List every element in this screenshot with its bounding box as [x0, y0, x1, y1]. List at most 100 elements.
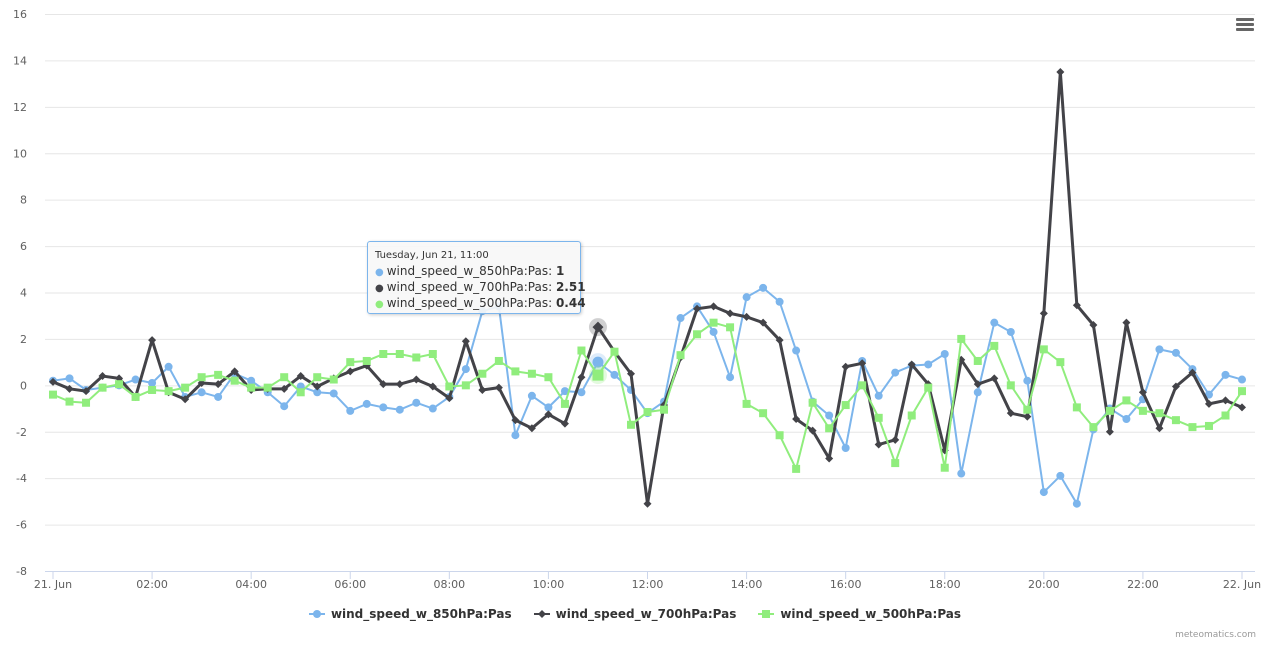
data-point	[592, 356, 604, 368]
tooltip-row-500: ● wind_speed_w_500hPa:Pas: 0.44	[375, 296, 586, 312]
data-point	[65, 397, 74, 406]
data-point	[726, 323, 735, 332]
data-point	[1039, 309, 1048, 318]
data-point	[1204, 421, 1213, 430]
data-point	[428, 350, 437, 359]
legend-item-850[interactable]: wind_speed_w_850hPa:Pas	[308, 607, 512, 621]
data-point	[230, 376, 239, 385]
data-point	[808, 426, 817, 435]
x-tick-label: 14:00	[731, 578, 763, 591]
data-point	[990, 374, 999, 383]
data-point	[610, 347, 619, 356]
x-tick-label: 21. Jun	[34, 578, 72, 591]
x-tick-label: 18:00	[929, 578, 961, 591]
data-point	[841, 443, 850, 452]
data-point	[759, 318, 768, 327]
data-point	[1188, 368, 1197, 377]
data-point	[924, 383, 933, 392]
credits-link[interactable]: meteomatics.com	[1175, 630, 1256, 640]
data-point	[49, 377, 57, 386]
data-point	[379, 350, 388, 359]
data-point	[1138, 388, 1147, 397]
data-point	[478, 369, 487, 378]
x-tick-label: 08:00	[433, 578, 465, 591]
data-point	[858, 359, 867, 368]
y-tick-label: 2	[20, 333, 27, 346]
data-point	[709, 302, 718, 311]
data-point	[1006, 381, 1015, 390]
data-point	[990, 341, 999, 350]
data-point	[412, 398, 421, 407]
data-point	[115, 380, 124, 389]
x-tick-label: 02:00	[136, 578, 168, 591]
tooltip-label: wind_speed_w_500hPa:Pas:	[386, 296, 556, 310]
data-point	[1238, 387, 1246, 396]
data-point	[1039, 345, 1048, 354]
data-point	[346, 367, 355, 376]
data-point	[693, 330, 702, 339]
data-point	[197, 388, 206, 397]
data-point	[131, 375, 140, 384]
data-point	[693, 304, 702, 313]
data-point	[577, 373, 586, 382]
data-point	[329, 389, 338, 398]
data-point	[1023, 412, 1032, 421]
series-wind_speed_w_700hPa:Pas	[49, 68, 1246, 508]
data-point	[82, 387, 91, 396]
data-point	[346, 358, 355, 367]
data-point	[874, 391, 883, 400]
data-point	[412, 375, 421, 384]
data-point	[759, 283, 768, 292]
series-line	[52, 321, 1243, 470]
data-point	[874, 413, 883, 422]
hamburger-menu-icon[interactable]	[1236, 18, 1254, 34]
series-line	[52, 286, 1243, 505]
data-point	[65, 374, 74, 383]
data-point	[181, 395, 190, 404]
data-point	[313, 382, 322, 391]
data-point	[280, 402, 289, 411]
tooltip-value: 0.44	[555, 296, 586, 310]
data-point	[643, 499, 652, 508]
legend-item-700[interactable]: wind_speed_w_700hPa:Pas	[533, 607, 736, 621]
data-point	[511, 431, 520, 440]
data-point	[759, 409, 768, 418]
legend: wind_speed_w_850hPa:Pas wind_speed_w_700…	[0, 607, 1270, 621]
data-point	[957, 334, 966, 343]
data-point	[214, 380, 223, 389]
tooltip-row-700: ● wind_speed_w_700hPa:Pas: 2.51	[375, 280, 586, 296]
y-tick-label: 12	[13, 101, 27, 114]
data-point	[247, 383, 256, 392]
data-point	[1023, 376, 1032, 385]
y-tick-label: -4	[16, 472, 27, 485]
data-point	[560, 387, 569, 396]
data-point	[775, 336, 784, 345]
data-point	[230, 367, 239, 376]
data-point	[164, 387, 173, 396]
data-point	[461, 337, 470, 346]
data-point	[1105, 427, 1114, 436]
data-point	[775, 297, 784, 306]
y-tick-label: 16	[13, 8, 27, 21]
data-point	[1204, 399, 1213, 408]
data-point	[1006, 327, 1015, 336]
legend-item-500[interactable]: wind_speed_w_500hPa:Pas	[758, 607, 961, 621]
data-point	[676, 351, 685, 360]
data-point	[1221, 411, 1230, 420]
data-point	[1171, 416, 1180, 425]
data-point	[1006, 409, 1015, 418]
data-point	[742, 312, 751, 321]
square-marker-icon	[758, 610, 775, 618]
tooltip-value: 2.51	[555, 280, 586, 294]
data-point	[1122, 318, 1131, 327]
y-tick-label: 10	[13, 147, 27, 160]
data-point	[362, 399, 371, 408]
data-point	[973, 380, 982, 389]
data-point	[214, 392, 223, 401]
data-point	[1056, 471, 1065, 480]
data-point	[445, 394, 454, 403]
x-tick-label: 04:00	[235, 578, 267, 591]
data-point	[874, 440, 883, 449]
series-wind_speed_w_500hPa:Pas	[49, 318, 1246, 473]
tooltip-row-850: ● wind_speed_w_850hPa:Pas: 1	[375, 264, 573, 280]
